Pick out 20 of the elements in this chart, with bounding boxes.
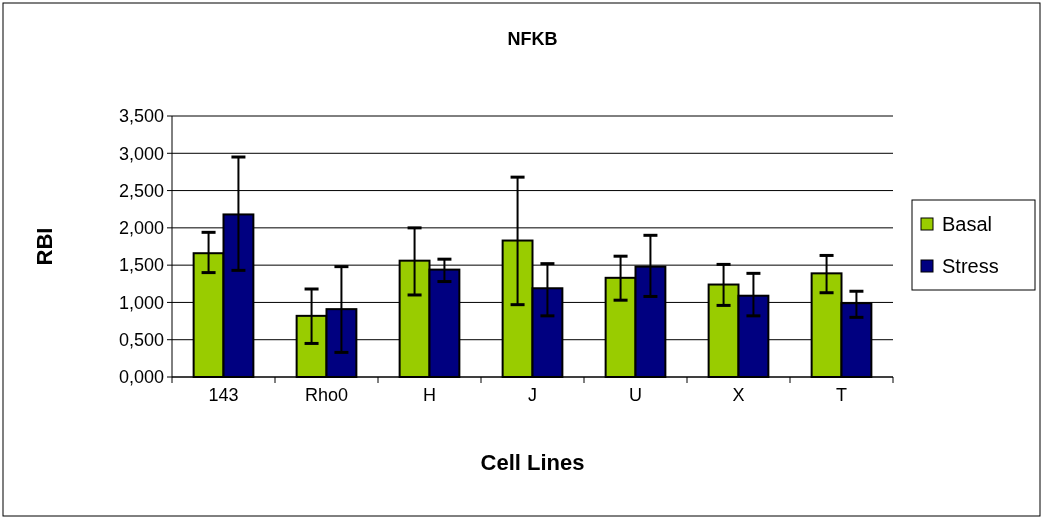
y-tick-label: 1,500 <box>118 255 164 276</box>
legend-label: Stress <box>942 255 999 277</box>
x-tick-label: T <box>836 385 847 405</box>
y-tick-label: 3,000 <box>118 143 164 164</box>
y-tick-label: 1,000 <box>118 292 164 313</box>
y-tick-label: 0,500 <box>118 330 164 351</box>
x-tick-label: 143 <box>208 385 239 405</box>
chart-title: NFKB <box>507 29 558 49</box>
x-tick-label: U <box>629 385 642 405</box>
x-tick-label: H <box>423 385 436 405</box>
y-tick-label: 2,000 <box>118 218 164 239</box>
x-tick-label: Rho0 <box>304 385 349 405</box>
legend-label: Basal <box>942 213 993 235</box>
x-tick-label: J <box>528 385 537 405</box>
y-tick-label: 3,500 <box>118 106 164 127</box>
y-tick-label: 2,500 <box>118 180 164 201</box>
x-axis-title: Cell Lines <box>480 450 585 475</box>
y-tick-label: 0,000 <box>118 367 164 388</box>
x-tick-label: X <box>732 385 745 405</box>
y-axis-title: RBI <box>32 227 57 266</box>
